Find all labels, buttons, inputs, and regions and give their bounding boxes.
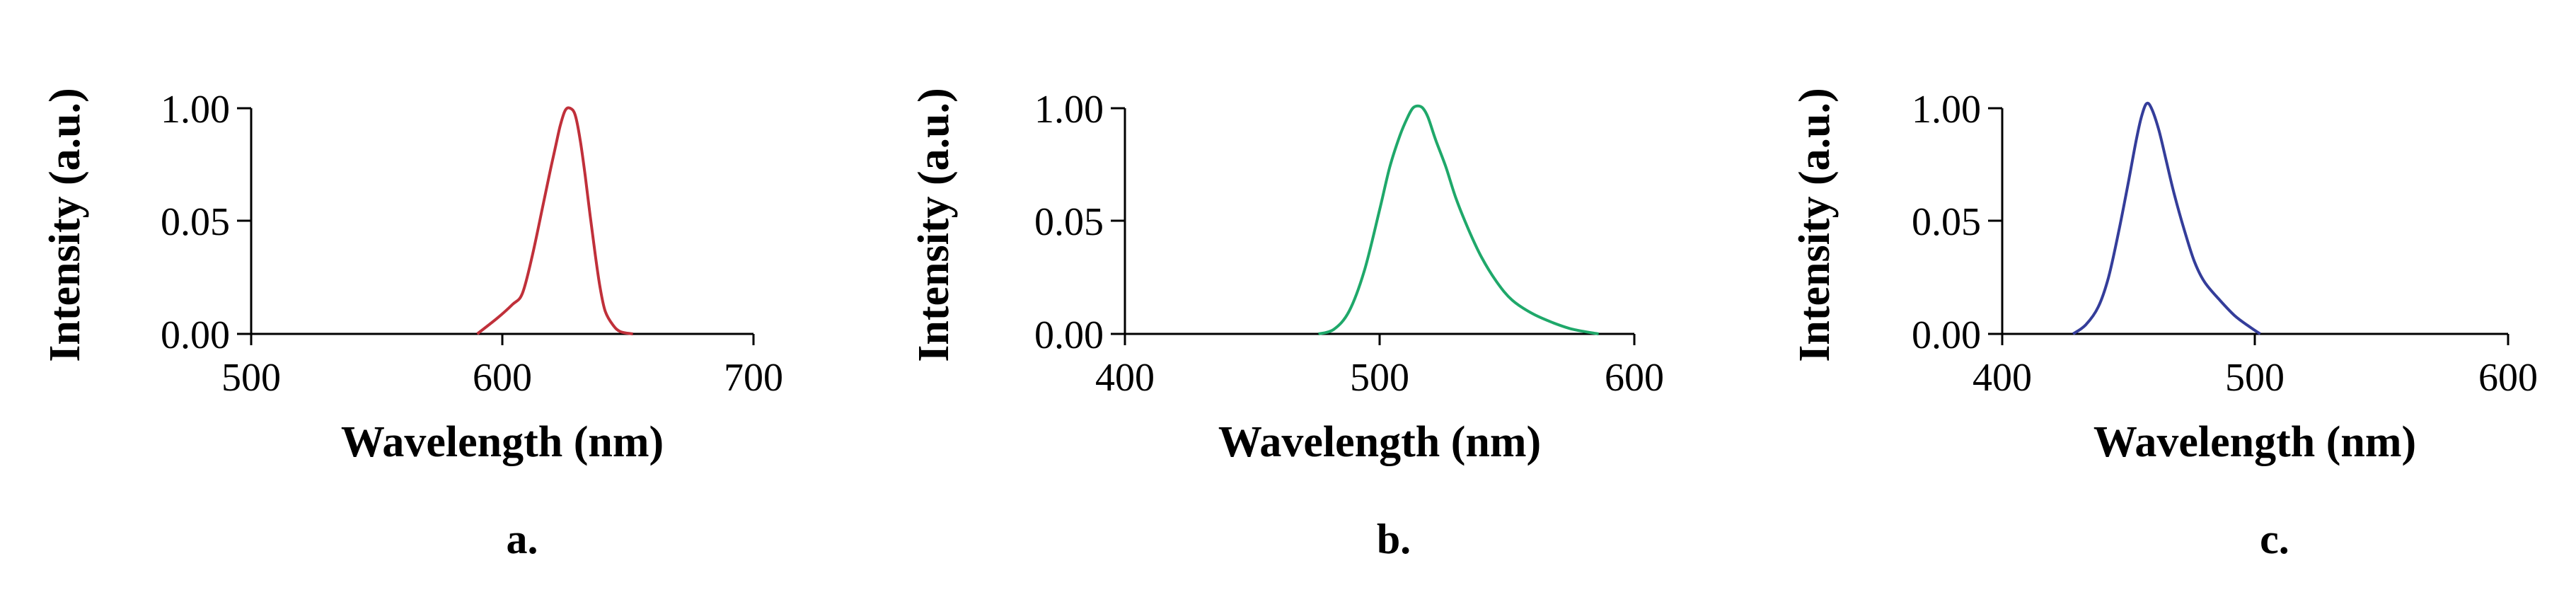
chart-panel-a: 0.00 0.05 1.00 500 600 700 Wavelength (n… — [41, 88, 783, 562]
x-tick-label: 500 — [221, 356, 281, 400]
y-axis-title: Intensity (a.u.) — [41, 88, 89, 362]
y-axis-title: Intensity (a.u.) — [910, 88, 958, 362]
x-tick-label: 500 — [2225, 356, 2285, 400]
x-axis-title: Wavelength (nm) — [341, 418, 664, 466]
y-tick-label: 0.00 — [1034, 313, 1104, 357]
y-tick-label: 1.00 — [161, 88, 230, 132]
y-tick-label: 1.00 — [1034, 88, 1104, 132]
spectrum-curve-green — [1318, 104, 1599, 335]
x-tick-label: 700 — [724, 356, 783, 400]
x-tick-label: 600 — [473, 356, 532, 400]
x-tick-label: 600 — [1605, 356, 1664, 400]
x-axis-title: Wavelength (nm) — [1218, 418, 1541, 466]
x-tick-label: 400 — [1095, 356, 1155, 400]
y-tick-label: 1.00 — [1912, 88, 1981, 132]
x-axis-title: Wavelength (nm) — [2093, 418, 2416, 466]
chart-panel-c: 0.00 0.05 1.00 400 500 600 Wavelength (n… — [1791, 88, 2538, 562]
y-tick-label: 0.00 — [161, 313, 230, 357]
panel-label-a: a. — [507, 516, 538, 562]
y-tick-label: 0.05 — [1034, 200, 1104, 244]
chart-panel-b: 0.00 0.05 1.00 400 500 600 Wavelength (n… — [910, 88, 1664, 562]
spectrum-curve-blue — [2072, 101, 2261, 335]
x-tick-label: 600 — [2478, 356, 2538, 400]
panel-label-c: c. — [2260, 516, 2289, 562]
y-tick-label: 0.00 — [1912, 313, 1981, 357]
y-axis-title: Intensity (a.u.) — [1791, 88, 1839, 362]
x-tick-label: 400 — [1973, 356, 2032, 400]
spectrum-curve-red — [476, 106, 633, 335]
x-tick-label: 500 — [1350, 356, 1409, 400]
y-tick-label: 0.05 — [1912, 200, 1981, 244]
y-tick-label: 0.05 — [161, 200, 230, 244]
panel-label-b: b. — [1377, 516, 1411, 562]
